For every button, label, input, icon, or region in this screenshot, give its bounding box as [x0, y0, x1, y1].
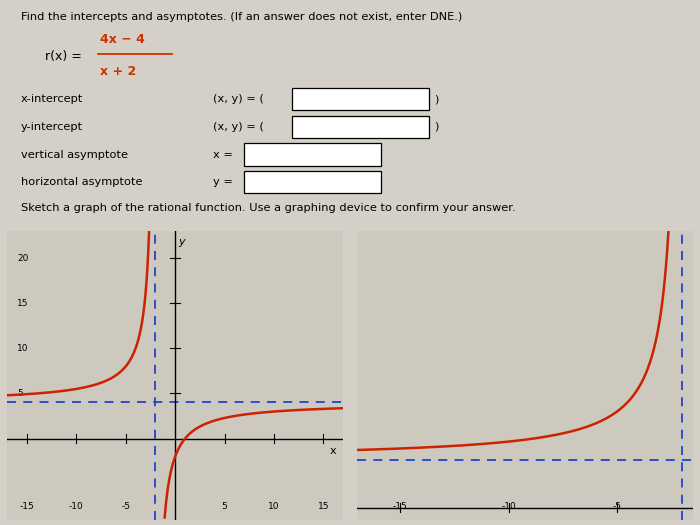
Text: (x, y) = (: (x, y) = ( — [213, 122, 264, 132]
FancyBboxPatch shape — [244, 171, 381, 193]
Text: 15: 15 — [17, 299, 29, 308]
Text: 10: 10 — [17, 344, 29, 353]
Text: r(x) =: r(x) = — [45, 50, 82, 63]
Text: Find the intercepts and asymptotes. (If an answer does not exist, enter DNE.): Find the intercepts and asymptotes. (If … — [21, 12, 462, 22]
Text: horizontal asymptote: horizontal asymptote — [21, 177, 142, 187]
Text: 5: 5 — [222, 502, 228, 511]
Text: x =: x = — [213, 150, 237, 160]
Text: x + 2: x + 2 — [99, 65, 136, 78]
Text: ): ) — [435, 122, 439, 132]
Text: -5: -5 — [612, 502, 622, 511]
FancyBboxPatch shape — [292, 116, 429, 138]
Text: 10: 10 — [268, 502, 280, 511]
Text: ): ) — [435, 94, 439, 104]
Text: 15: 15 — [318, 502, 329, 511]
Text: Sketch a graph of the rational function. Use a graphing device to confirm your a: Sketch a graph of the rational function.… — [21, 203, 515, 213]
Text: 5: 5 — [17, 389, 23, 398]
Text: x-intercept: x-intercept — [21, 94, 83, 104]
Text: -10: -10 — [69, 502, 83, 511]
FancyBboxPatch shape — [292, 88, 429, 110]
Text: -15: -15 — [20, 502, 34, 511]
Text: (x, y) = (: (x, y) = ( — [213, 94, 264, 104]
Text: 20: 20 — [17, 254, 29, 262]
Text: y =: y = — [213, 177, 237, 187]
Text: vertical asymptote: vertical asymptote — [21, 150, 127, 160]
FancyBboxPatch shape — [244, 143, 381, 166]
Text: -5: -5 — [121, 502, 130, 511]
Text: y: y — [178, 237, 185, 247]
Text: x: x — [330, 446, 337, 456]
Text: 4x − 4: 4x − 4 — [99, 33, 144, 46]
Text: -10: -10 — [501, 502, 516, 511]
Text: -15: -15 — [393, 502, 407, 511]
Text: y-intercept: y-intercept — [21, 122, 83, 132]
